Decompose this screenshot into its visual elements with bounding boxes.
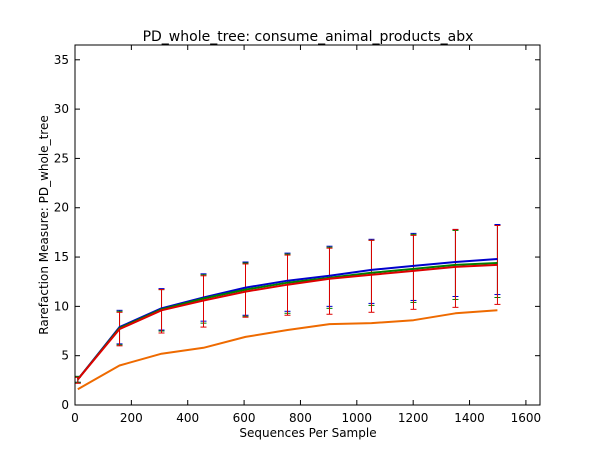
chart-title: PD_whole_tree: consume_animal_products_a…: [143, 29, 474, 45]
x-tick-label: 600: [233, 411, 256, 425]
x-tick-label: 1200: [398, 411, 429, 425]
x-tick-label: 400: [176, 411, 199, 425]
x-tick-label: 1600: [511, 411, 542, 425]
y-tick-label: 15: [54, 250, 69, 264]
series-line: [77, 263, 498, 381]
x-axis-label: Sequences Per Sample: [239, 426, 376, 440]
y-axis-label: Rarefaction Measure: PD_whole_tree: [37, 115, 51, 334]
y-tick-label: 25: [54, 151, 69, 165]
series-line: [77, 309, 498, 391]
y-tick-label: 0: [61, 398, 69, 412]
x-tick-label: 1400: [454, 411, 485, 425]
plot-area: 0 200 400 600 800 1000 1200 1400 1600 0 5 10 15 20 25 3…: [54, 45, 541, 425]
y-tick-label: 35: [54, 53, 69, 67]
plot-frame: [74, 44, 541, 406]
y-tick-label: 30: [54, 102, 69, 116]
y-tick-label: 5: [61, 349, 69, 363]
x-tick-label: 200: [120, 411, 143, 425]
y-tick-label: 10: [54, 299, 69, 313]
x-tick-label: 1000: [342, 411, 373, 425]
y-tick-label: 20: [54, 201, 69, 215]
x-tick-label: 800: [289, 411, 312, 425]
x-tick-label: 0: [71, 411, 79, 425]
